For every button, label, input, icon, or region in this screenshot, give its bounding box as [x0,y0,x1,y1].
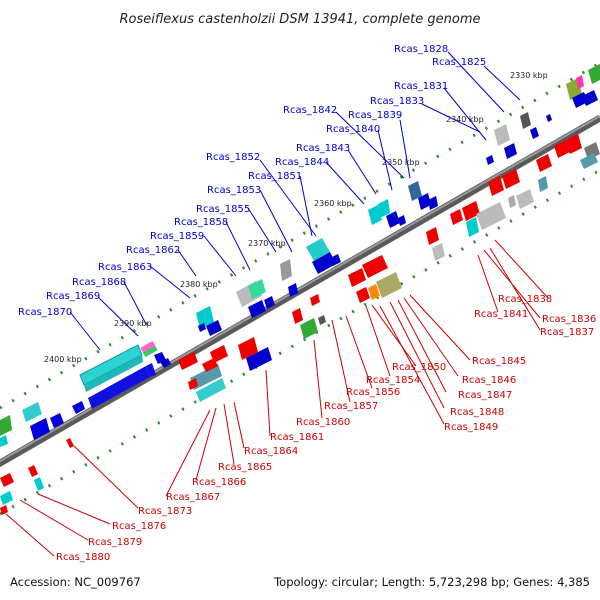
gene-label: Rcas_1831 [394,81,448,92]
accession-text: Accession: NC_009767 [10,575,141,589]
gene-label: Rcas_1846 [462,375,516,386]
gene-arrow [146,363,156,377]
gene-label: Rcas_1825 [432,57,486,68]
gene-label: Rcas_1856 [346,387,400,398]
gene-label: Rcas_1841 [474,309,528,320]
gene-label: Rcas_1866 [192,477,246,488]
gene-label: Rcas_1876 [112,521,166,532]
gene-label: Rcas_1848 [450,407,504,418]
bottom-leader-lines [5,239,549,557]
gene-label: Rcas_1859 [150,231,204,242]
topology-text: Topology: circular; Length: 5,723,298 bp… [273,575,590,589]
gene-label: Rcas_1861 [270,432,324,443]
gene-label: Rcas_1844 [275,157,329,168]
gene-label: Rcas_1843 [296,143,350,154]
kbp-label: 2330 kbp [510,71,548,80]
top-leader-lines [69,51,521,351]
kbp-label: 2340 kbp [446,115,484,124]
gene-label: Rcas_1858 [174,217,228,228]
gene-label: Rcas_1862 [126,245,180,256]
gene-label: Rcas_1836 [542,314,596,325]
kbp-label: 2380 kbp [180,280,218,289]
gene-block [84,355,143,392]
map-title: Roseiflexus castenholzii DSM 13941, comp… [120,12,481,27]
forward-strand-genes [0,64,600,447]
gene-label: Rcas_1852 [206,152,260,163]
gene-label: Rcas_1879 [88,537,142,548]
gene-arrow [88,366,150,409]
gene-label: Rcas_1838 [498,294,552,305]
gene-label: Rcas_1873 [138,506,192,517]
gene-label: Rcas_1863 [98,262,152,273]
kbp-label: 2370 kbp [248,239,286,248]
gene-label: Rcas_1837 [540,327,594,338]
bottom-gene-labels: Rcas_1838 Rcas_1836 Rcas_1841 Rcas_1837 … [56,294,596,563]
gene-label: Rcas_1853 [207,185,261,196]
gene-label: Rcas_1870 [18,307,72,318]
gene-label: Rcas_1855 [196,204,250,215]
gene-label: Rcas_1845 [472,356,526,367]
gene-label: Rcas_1833 [370,96,424,107]
gene-label: Rcas_1851 [248,171,302,182]
gene-arrow [160,358,171,368]
kbp-labels: 2330 kbp 2340 kbp 2350 kbp 2360 kbp 2370… [44,71,548,364]
gene-label: Rcas_1839 [348,110,402,121]
gene-label: Rcas_1868 [72,277,126,288]
kbp-label: 2400 kbp [44,355,82,364]
kbp-label: 2390 kbp [114,319,152,328]
gene-label: Rcas_1828 [394,44,448,55]
gene-label: Rcas_1867 [166,492,220,503]
top-gene-labels: Rcas_1828 Rcas_1825 Rcas_1831 Rcas_1833 … [18,44,486,318]
gene-label: Rcas_1850 [392,362,446,373]
gene-label: Rcas_1854 [366,375,420,386]
gene-label: Rcas_1857 [324,401,378,412]
gene-label: Rcas_1865 [218,462,272,473]
gene-label: Rcas_1869 [46,291,100,302]
gene-label: Rcas_1849 [444,422,498,433]
gene-label: Rcas_1840 [326,124,380,135]
kbp-label: 2350 kbp [382,158,420,167]
gene-label: Rcas_1880 [56,552,110,563]
gene-label: Rcas_1842 [283,105,337,116]
kbp-label: 2360 kbp [314,199,352,208]
gene-label: Rcas_1864 [244,446,298,457]
gene-label: Rcas_1860 [296,417,350,428]
reverse-strand-genes [0,134,600,515]
gene-label: Rcas_1847 [458,390,512,401]
